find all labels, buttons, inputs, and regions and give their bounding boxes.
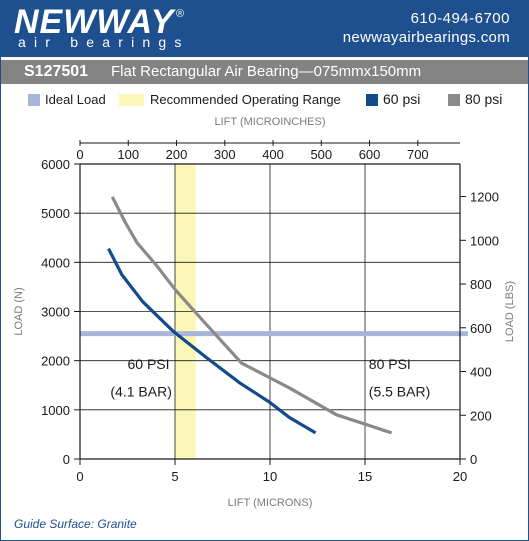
y-right-tick-label: 400 [470, 365, 492, 380]
y-right-tick-label: 200 [470, 408, 492, 423]
y-tick-label: 2000 [41, 354, 70, 369]
legend-60psi-label: 60 psi [383, 91, 421, 107]
chart-annotation: (4.1 BAR) [110, 384, 171, 400]
x-tick-label: 5 [171, 469, 178, 484]
guide-surface-note: Guide Surface: Granite [14, 517, 137, 531]
brand-tagline: air bearings [18, 34, 190, 50]
x-top-tick-label: 700 [407, 147, 429, 162]
y-tick-label: 1000 [41, 403, 70, 418]
x-top-tick-label: 500 [310, 147, 332, 162]
x-tick-label: 15 [358, 469, 372, 484]
chart-annotation: 80 PSI [369, 356, 411, 372]
x-top-tick-label: 300 [214, 147, 236, 162]
y-right-tick-label: 800 [470, 277, 492, 292]
x-tick-label: 0 [76, 469, 83, 484]
chart-annotation: (5.5 BAR) [369, 384, 430, 400]
x-axis-title: LIFT (MICRONS) [228, 497, 313, 509]
y-tick-label: 0 [63, 452, 70, 467]
phone-number: 610-494-6700 [410, 10, 510, 27]
x-top-tick-label: 600 [359, 147, 381, 162]
x-top-tick-label: 200 [166, 147, 188, 162]
series-line-80-psi [110, 196, 393, 435]
y-right-axis-title: LOAD (LBS) [504, 281, 516, 342]
x-top-tick-label: 100 [117, 147, 139, 162]
legend-80psi-swatch [448, 94, 460, 106]
header-bar [1, 1, 528, 57]
legend-ideal-load-swatch [28, 94, 40, 106]
x-top-tick-label: 0 [76, 147, 83, 162]
brand-logo: NEWWAY [14, 3, 175, 41]
y-tick-label: 3000 [41, 305, 70, 320]
legend-60psi-swatch [366, 94, 378, 106]
x-tick-label: 10 [263, 469, 277, 484]
y-right-tick-label: 1000 [470, 233, 499, 248]
y-tick-label: 5000 [41, 206, 70, 221]
x-tick-label: 20 [453, 469, 467, 484]
product-description: Flat Rectangular Air Bearing—075mmx150mm [111, 63, 422, 80]
chart-annotation: 60 PSI [128, 356, 170, 372]
x-top-tick-label: 400 [262, 147, 284, 162]
legend-recommended-range-label: Recommended Operating Range [150, 92, 341, 107]
y-tick-label: 4000 [41, 255, 70, 270]
legend-ideal-load-label: Ideal Load [45, 92, 106, 107]
x-top-axis-title: LIFT (MICROINCHES) [214, 116, 325, 128]
y-tick-label: 6000 [41, 157, 70, 172]
y-right-tick-label: 0 [470, 452, 477, 467]
y-right-tick-label: 1200 [470, 190, 499, 205]
website-link[interactable]: newwayairbearings.com [342, 29, 510, 46]
y-right-tick-label: 600 [470, 321, 492, 336]
y-axis-title: LOAD (N) [13, 287, 25, 335]
title-bar [1, 60, 528, 84]
model-number: S127501 [24, 63, 89, 80]
legend-recommended-range-swatch [119, 94, 144, 106]
series-line-60-psi [107, 247, 317, 435]
registered-mark: ® [176, 8, 185, 20]
legend-80psi-label: 80 psi [465, 91, 503, 107]
